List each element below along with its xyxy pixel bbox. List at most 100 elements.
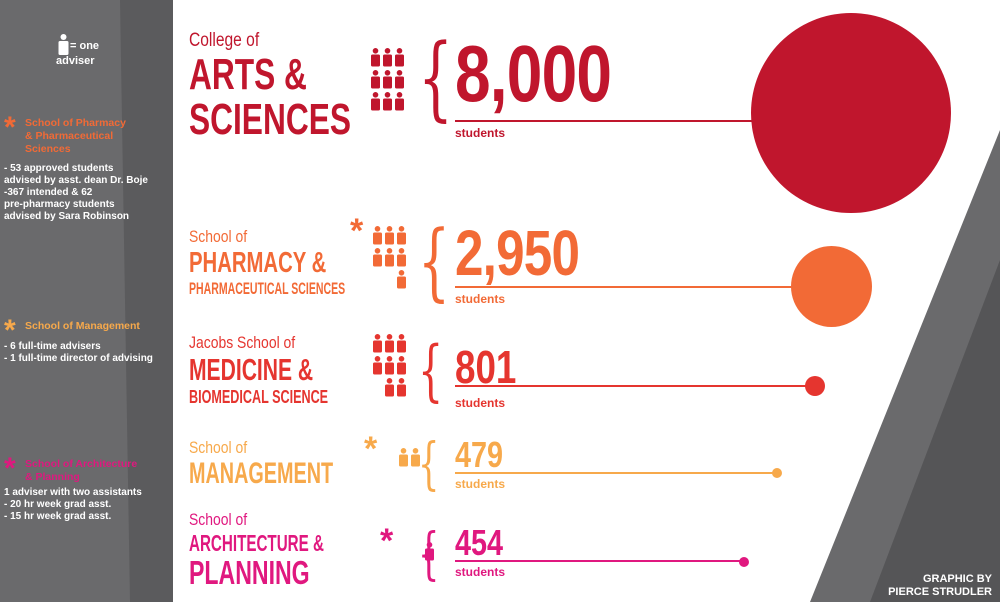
asterisk-icon: * (4, 452, 16, 485)
adviser-icons (400, 542, 436, 569)
person-icon (395, 70, 404, 89)
curly-brace-icon: { (418, 212, 451, 310)
note-title-line: Sciences (25, 143, 71, 155)
person-icon (373, 356, 382, 375)
circle-marker (791, 246, 872, 327)
students-label: students (455, 477, 506, 491)
curly-brace-icon: { (418, 24, 454, 131)
school-name-line: MEDICINE & (189, 352, 314, 387)
adviser-icons (370, 48, 406, 119)
students-label: students (455, 565, 506, 579)
note-architecture-body: 1 adviser with two assistants - 20 hr we… (4, 487, 173, 523)
note-architecture-title: School of Architecture & Planning (25, 458, 170, 484)
circle-marker (772, 468, 782, 478)
school-name-line: PHARMACY & (189, 247, 327, 279)
person-icon (425, 542, 434, 561)
curly-brace-icon: { (418, 432, 440, 497)
school-name-line: SCIENCES (189, 95, 351, 144)
sidebar: = one adviser * School of Pharmacy & Pha… (0, 0, 173, 602)
note-title-line: & Planning (25, 471, 80, 483)
person-icon (397, 226, 406, 245)
note-management-title: School of Management (25, 320, 170, 333)
note-body-line: advised by asst. dean Dr. Boje (4, 175, 148, 186)
person-icon (371, 70, 380, 89)
school-name-line: College of (189, 30, 260, 51)
count-rule (455, 286, 795, 288)
asterisk-icon: * (364, 430, 378, 468)
adviser-icon-grid (373, 226, 406, 289)
person-icon (395, 92, 404, 111)
count-rule (455, 560, 743, 562)
asterisk-icon: * (350, 212, 364, 250)
school-name-line: School of (189, 227, 248, 246)
person-icon (385, 334, 394, 353)
note-body-line: pre-pharmacy students (4, 199, 115, 210)
person-icon (411, 448, 420, 467)
student-count: 2,950 (455, 217, 580, 289)
student-count: 479 (455, 434, 504, 475)
note-title-line: School of Management (25, 320, 140, 332)
students-label: students (455, 292, 506, 306)
curly-brace-icon: { (418, 522, 440, 587)
note-body-line: - 1 full-time director of advising (4, 353, 153, 364)
school-name-line: PHARMACEUTICAL SCIENCES (189, 279, 346, 298)
person-icon (385, 378, 394, 397)
school-name-arts-sciences: College of ARTS & SCIENCES (189, 30, 414, 142)
note-title-line: & Pharmaceutical (25, 130, 114, 142)
person-icon (383, 70, 392, 89)
note-management-body: - 6 full-time advisers - 1 full-time dir… (4, 341, 173, 365)
person-icon (373, 334, 382, 353)
note-body-line: -367 intended & 62 (4, 187, 93, 198)
curly-brace-icon: { (418, 332, 444, 409)
student-count: 8,000 (455, 29, 612, 118)
school-name-line: PLANNING (189, 554, 310, 591)
students-label: students (455, 396, 506, 410)
person-icon (373, 226, 382, 245)
person-icon (385, 226, 394, 245)
adviser-icon-grid (373, 334, 406, 397)
person-icon (399, 448, 408, 467)
circle-marker (805, 376, 825, 396)
school-name-architecture: School of ARCHITECTURE & PLANNING (189, 510, 393, 590)
school-name-line: BIOMEDICAL SCIENCE (189, 387, 329, 407)
adviser-icons (372, 334, 408, 405)
person-icon (397, 356, 406, 375)
school-name-line: ARCHITECTURE & (189, 530, 324, 556)
school-name-pharmacy: School of PHARMACY & PHARMACEUTICAL SCIE… (189, 227, 441, 299)
person-icon (395, 48, 404, 67)
school-name-management: School of MANAGEMENT (189, 438, 407, 490)
school-name-line: School of (189, 510, 248, 529)
person-icon (371, 92, 380, 111)
school-name-line: School of (189, 438, 248, 457)
credit: GRAPHIC BY PIERCE STRUDLER (888, 573, 992, 599)
adviser-icons (372, 226, 408, 297)
note-body-line: - 15 hr week grad asst. (4, 511, 112, 522)
note-body-line: advised by Sara Robinson (4, 211, 130, 222)
person-icon (371, 48, 380, 67)
note-body-line: - 6 full-time advisers (4, 341, 101, 352)
adviser-icon-grid (399, 448, 420, 467)
person-icon (383, 48, 392, 67)
person-icon (397, 378, 406, 397)
note-pharmacy-body: - 53 approved students advised by asst. … (4, 163, 173, 223)
circle-marker (751, 13, 951, 213)
asterisk-icon: * (4, 314, 16, 347)
person-icon (397, 270, 406, 289)
asterisk-icon: * (4, 111, 16, 144)
count-rule (455, 472, 777, 474)
note-title-line: School of Pharmacy (25, 117, 126, 129)
school-name-line: ARTS & (189, 50, 307, 99)
credit-line: GRAPHIC BY (922, 573, 992, 585)
school-name-line: MANAGEMENT (189, 457, 334, 490)
note-body-line: - 53 approved students (4, 163, 114, 174)
adviser-icon-grid (371, 48, 404, 111)
person-icon (383, 92, 392, 111)
asterisk-icon: * (380, 522, 394, 560)
person-icon (385, 248, 394, 267)
person-icon (397, 248, 406, 267)
sidebar-shade (0, 0, 173, 602)
student-count: 801 (455, 341, 517, 393)
count-rule (455, 120, 755, 122)
note-title-line: School of Architecture (25, 458, 138, 470)
student-count: 454 (455, 522, 504, 563)
